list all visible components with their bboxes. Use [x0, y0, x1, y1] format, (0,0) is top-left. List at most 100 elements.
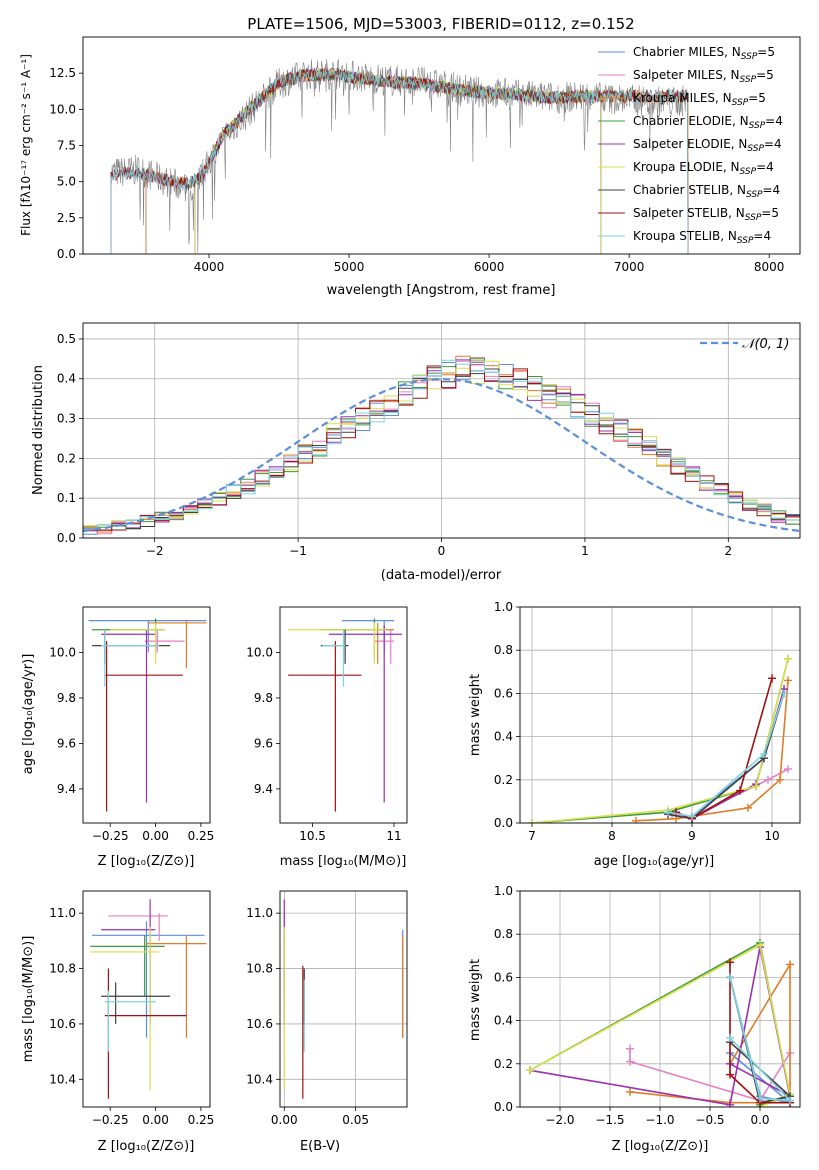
- y-tick-label: 0.6: [494, 970, 513, 984]
- axes-age-z: −0.25 0.00 0.25 9.4 9.6 9.8 10.0: [49, 606, 215, 843]
- y-tick-label: 0.0: [57, 531, 76, 545]
- axes-spectrum: 4000 5000 6000 7000 8000 0.0 2.5 5.0 7.5 10.0 12.5…: [49, 36, 801, 274]
- axes-frame: [519, 606, 801, 824]
- plots-layer: 4000 5000 6000 7000 80000.02.55.07.510.012.5…: [49, 36, 801, 1127]
- y-tick-label: 9.6: [57, 736, 76, 750]
- residual-x-label: (data-model)/error: [381, 568, 502, 583]
- legend-subscript: SSP: [741, 52, 758, 62]
- axes-frame: [82, 322, 801, 539]
- legend-nssp: =4: [764, 137, 782, 151]
- y-tick-label: 0.4: [494, 730, 513, 744]
- legend-nssp: =4: [753, 229, 771, 243]
- y-tick-label: 10.8: [49, 962, 76, 976]
- weight-series: [667, 693, 785, 818]
- errorbar-points: [90, 899, 207, 1099]
- y-tick-label: 0.4: [494, 1014, 513, 1028]
- x-tick-label: 0.00: [271, 1113, 298, 1127]
- age-z-x-label: Z [log₁₀(Z/Z⊙)]: [98, 854, 195, 869]
- axes-mass-ebv: 0.00 0.05 10.4 10.6 10.8 11.0: [246, 890, 408, 1127]
- normal-curve: [83, 378, 800, 533]
- x-tick-label: 6000: [474, 260, 505, 274]
- legend-nssp: =4: [756, 160, 774, 174]
- y-tick-label: 0.8: [494, 643, 513, 657]
- x-tick-label: 0.05: [342, 1113, 369, 1127]
- weight-series: [667, 688, 785, 818]
- axes-frame: [519, 890, 801, 1108]
- y-tick-label: 12.5: [49, 66, 76, 80]
- y-tick-label: 10.6: [49, 1017, 76, 1031]
- weight-series: [729, 962, 790, 1104]
- mass-z-y-label: mass [log₁₀(M/M⊙)]: [21, 936, 36, 1063]
- weight-z-x-label: Z [log₁₀(Z/Z⊙)]: [612, 1139, 709, 1154]
- mass-ebv-x-label: E(B-V): [300, 1139, 340, 1154]
- x-tick-label: 0.00: [142, 1113, 169, 1127]
- axes-frame: [82, 36, 801, 255]
- y-tick-label: 9.6: [254, 736, 273, 750]
- weight-series: [675, 678, 773, 820]
- axes-frame: [279, 890, 408, 1108]
- observed-spectrum: [110, 58, 689, 253]
- errorbar-points: [88, 618, 207, 812]
- axes-weight-age: 7 8 9 10 0.0 0.2 0.4 0.6 0.8 1.0: [494, 600, 801, 843]
- y-tick-label: 2.5: [57, 211, 76, 225]
- legend-subscript: SSP: [740, 167, 757, 177]
- spectrum-lines: [110, 58, 689, 254]
- x-tick-label: −2: [146, 544, 164, 558]
- x-tick-label: −2.0: [545, 1113, 574, 1127]
- y-tick-label: 0.2: [494, 773, 513, 787]
- y-tick-label: 0.0: [494, 1100, 513, 1114]
- y-tick-label: 11.0: [246, 906, 273, 920]
- histogram-bars: [83, 355, 800, 535]
- x-tick-label: 5000: [334, 260, 365, 274]
- weight-series: [629, 1048, 791, 1102]
- x-tick-label: 8000: [754, 260, 785, 274]
- y-tick-label: 0.3: [57, 412, 76, 426]
- weight-lines: [528, 654, 792, 823]
- x-tick-label: 2: [724, 544, 732, 558]
- x-tick-label: −1.0: [645, 1113, 674, 1127]
- legend-entry: Chabrier STELIB, NSSP=4: [633, 183, 780, 200]
- legend-subscript: SSP: [746, 190, 763, 200]
- y-tick-label: 0.0: [57, 247, 76, 261]
- legend-entry: Salpeter MILES, NSSP=5: [633, 68, 774, 85]
- weight-z-y-label: mass weight: [468, 959, 483, 1041]
- y-tick-label: 5.0: [57, 175, 76, 189]
- y-tick-label: 9.4: [254, 782, 273, 796]
- y-tick-label: 10.8: [246, 962, 273, 976]
- legend-subscript: SSP: [745, 213, 762, 223]
- legend-entry: Chabrier ELODIE, NSSP=4: [633, 114, 783, 131]
- x-tick-label: −0.25: [92, 1113, 129, 1127]
- errorbar-points: [283, 899, 404, 1099]
- x-tick-label: 0.0: [750, 1113, 769, 1127]
- y-tick-label: 10.0: [49, 102, 76, 116]
- y-tick-label: 0.6: [494, 686, 513, 700]
- y-tick-label: 0.4: [57, 372, 76, 386]
- weight-series: [729, 977, 793, 1102]
- x-tick-label: 10.5: [299, 829, 326, 843]
- x-tick-label: 10: [764, 829, 779, 843]
- x-tick-label: 9: [688, 829, 696, 843]
- normal-legend-label: 𝒩(0, 1): [742, 337, 789, 352]
- y-tick-label: 1.0: [494, 884, 513, 898]
- x-tick-label: 4000: [194, 260, 225, 274]
- legend-entry: Chabrier MILES, NSSP=5: [633, 45, 775, 62]
- y-tick-label: 10.4: [49, 1072, 76, 1086]
- x-tick-label: 0.25: [188, 829, 215, 843]
- x-tick-label: −0.5: [695, 1113, 724, 1127]
- x-tick-label: 1: [581, 544, 589, 558]
- weight-lines: [526, 938, 794, 1107]
- y-tick-label: 0.8: [494, 927, 513, 941]
- x-tick-label: 0.25: [188, 1113, 215, 1127]
- y-tick-label: 10.4: [246, 1072, 273, 1086]
- legend-subscript: SSP: [749, 121, 766, 131]
- x-tick-label: 7: [528, 829, 536, 843]
- mass-z-x-label: Z [log₁₀(Z/Z⊙)]: [98, 1139, 195, 1154]
- residual-y-label: Normed distribution: [31, 365, 46, 495]
- axes-age-mass: 10.5 11 9.4 9.6 9.8 10.0: [246, 606, 408, 843]
- axes-frame: [82, 606, 211, 824]
- legend-entry: Kroupa STELIB, NSSP=4: [633, 229, 771, 246]
- legend-entry: Kroupa ELODIE, NSSP=4: [633, 160, 774, 177]
- y-tick-label: 0.1: [57, 491, 76, 505]
- legend-nssp: =4: [765, 114, 783, 128]
